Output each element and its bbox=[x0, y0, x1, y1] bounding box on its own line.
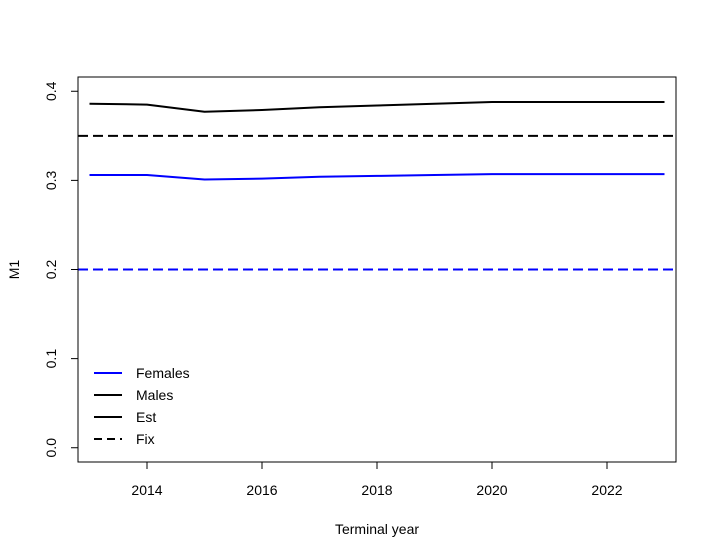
legend-label-est: Est bbox=[136, 409, 156, 425]
series-line-females bbox=[89, 173, 665, 181]
series-line-males bbox=[89, 101, 665, 113]
legend-label-fix: Fix bbox=[136, 431, 155, 447]
y-tick-label: 0.3 bbox=[43, 170, 59, 190]
legend-label-males: Males bbox=[136, 387, 173, 403]
x-tick-label: 2022 bbox=[591, 482, 622, 498]
x-tick-label: 2016 bbox=[246, 482, 277, 498]
reference-lines bbox=[78, 134, 676, 271]
x-tick-label: 2014 bbox=[131, 482, 162, 498]
x-tick-label: 2018 bbox=[361, 482, 392, 498]
legend: Females Males Est Fix bbox=[94, 365, 190, 447]
y-tick-label: 0.1 bbox=[43, 349, 59, 369]
y-tick-label: 0.0 bbox=[43, 438, 59, 458]
x-axis: 2014 2016 2018 2020 2022 bbox=[131, 461, 623, 498]
x-axis-title: Terminal year bbox=[335, 521, 419, 537]
legend-label-females: Females bbox=[136, 365, 190, 381]
y-tick-label: 0.2 bbox=[43, 260, 59, 280]
y-axis-title: M1 bbox=[6, 260, 22, 280]
series-lines bbox=[89, 101, 665, 181]
y-axis: 0.0 0.1 0.2 0.3 0.4 bbox=[43, 81, 79, 458]
y-tick-label: 0.4 bbox=[43, 81, 59, 101]
x-tick-label: 2020 bbox=[476, 482, 507, 498]
